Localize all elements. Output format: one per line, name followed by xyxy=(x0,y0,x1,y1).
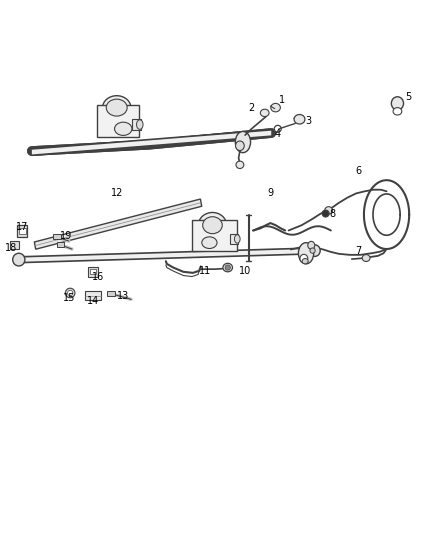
Text: 12: 12 xyxy=(110,188,123,198)
Bar xyxy=(19,228,25,234)
Ellipse shape xyxy=(13,253,25,266)
Bar xyxy=(57,242,64,247)
Text: 6: 6 xyxy=(355,166,361,176)
Ellipse shape xyxy=(294,115,305,124)
Ellipse shape xyxy=(325,207,332,214)
Ellipse shape xyxy=(137,120,143,130)
Text: 16: 16 xyxy=(92,272,104,282)
Polygon shape xyxy=(34,199,201,249)
Text: 17: 17 xyxy=(16,222,28,232)
Text: 9: 9 xyxy=(267,188,273,198)
Text: 14: 14 xyxy=(87,296,99,306)
Ellipse shape xyxy=(300,254,308,263)
Text: 1: 1 xyxy=(279,95,285,104)
Ellipse shape xyxy=(309,245,320,256)
Polygon shape xyxy=(14,248,315,263)
Bar xyxy=(85,291,101,301)
Ellipse shape xyxy=(308,241,315,249)
Bar xyxy=(107,291,115,296)
Text: 8: 8 xyxy=(329,208,335,219)
Text: 19: 19 xyxy=(60,231,72,241)
Text: 2: 2 xyxy=(248,103,255,112)
Bar xyxy=(89,269,96,274)
Bar xyxy=(132,119,141,131)
Circle shape xyxy=(322,210,329,217)
Ellipse shape xyxy=(102,96,131,119)
Ellipse shape xyxy=(298,243,314,264)
Ellipse shape xyxy=(274,125,281,132)
Ellipse shape xyxy=(260,109,269,117)
Text: 5: 5 xyxy=(405,92,411,102)
Circle shape xyxy=(225,265,230,270)
Bar xyxy=(18,225,27,237)
Ellipse shape xyxy=(115,122,132,135)
Ellipse shape xyxy=(236,161,244,168)
Text: 18: 18 xyxy=(5,243,17,253)
Ellipse shape xyxy=(203,217,222,233)
Text: 3: 3 xyxy=(305,116,311,126)
Circle shape xyxy=(65,288,75,298)
Ellipse shape xyxy=(202,237,217,248)
Ellipse shape xyxy=(234,235,240,243)
Ellipse shape xyxy=(302,259,308,264)
Bar xyxy=(10,241,19,249)
Text: 15: 15 xyxy=(63,293,75,303)
Bar xyxy=(192,221,237,251)
Ellipse shape xyxy=(198,213,226,238)
Ellipse shape xyxy=(235,132,251,152)
Bar xyxy=(97,105,139,137)
Circle shape xyxy=(67,290,73,296)
Text: 11: 11 xyxy=(199,266,211,276)
Ellipse shape xyxy=(362,255,370,262)
Ellipse shape xyxy=(236,141,244,150)
Text: 4: 4 xyxy=(275,129,281,139)
Ellipse shape xyxy=(223,263,233,272)
Ellipse shape xyxy=(106,99,127,116)
Bar xyxy=(88,267,98,277)
Text: 10: 10 xyxy=(239,266,251,276)
Text: 13: 13 xyxy=(117,290,129,301)
Ellipse shape xyxy=(271,103,280,112)
Text: 7: 7 xyxy=(355,246,361,256)
Bar xyxy=(53,234,61,239)
Polygon shape xyxy=(32,130,271,155)
Ellipse shape xyxy=(391,97,403,110)
Bar xyxy=(230,233,238,244)
Ellipse shape xyxy=(310,248,315,253)
Ellipse shape xyxy=(393,108,402,115)
